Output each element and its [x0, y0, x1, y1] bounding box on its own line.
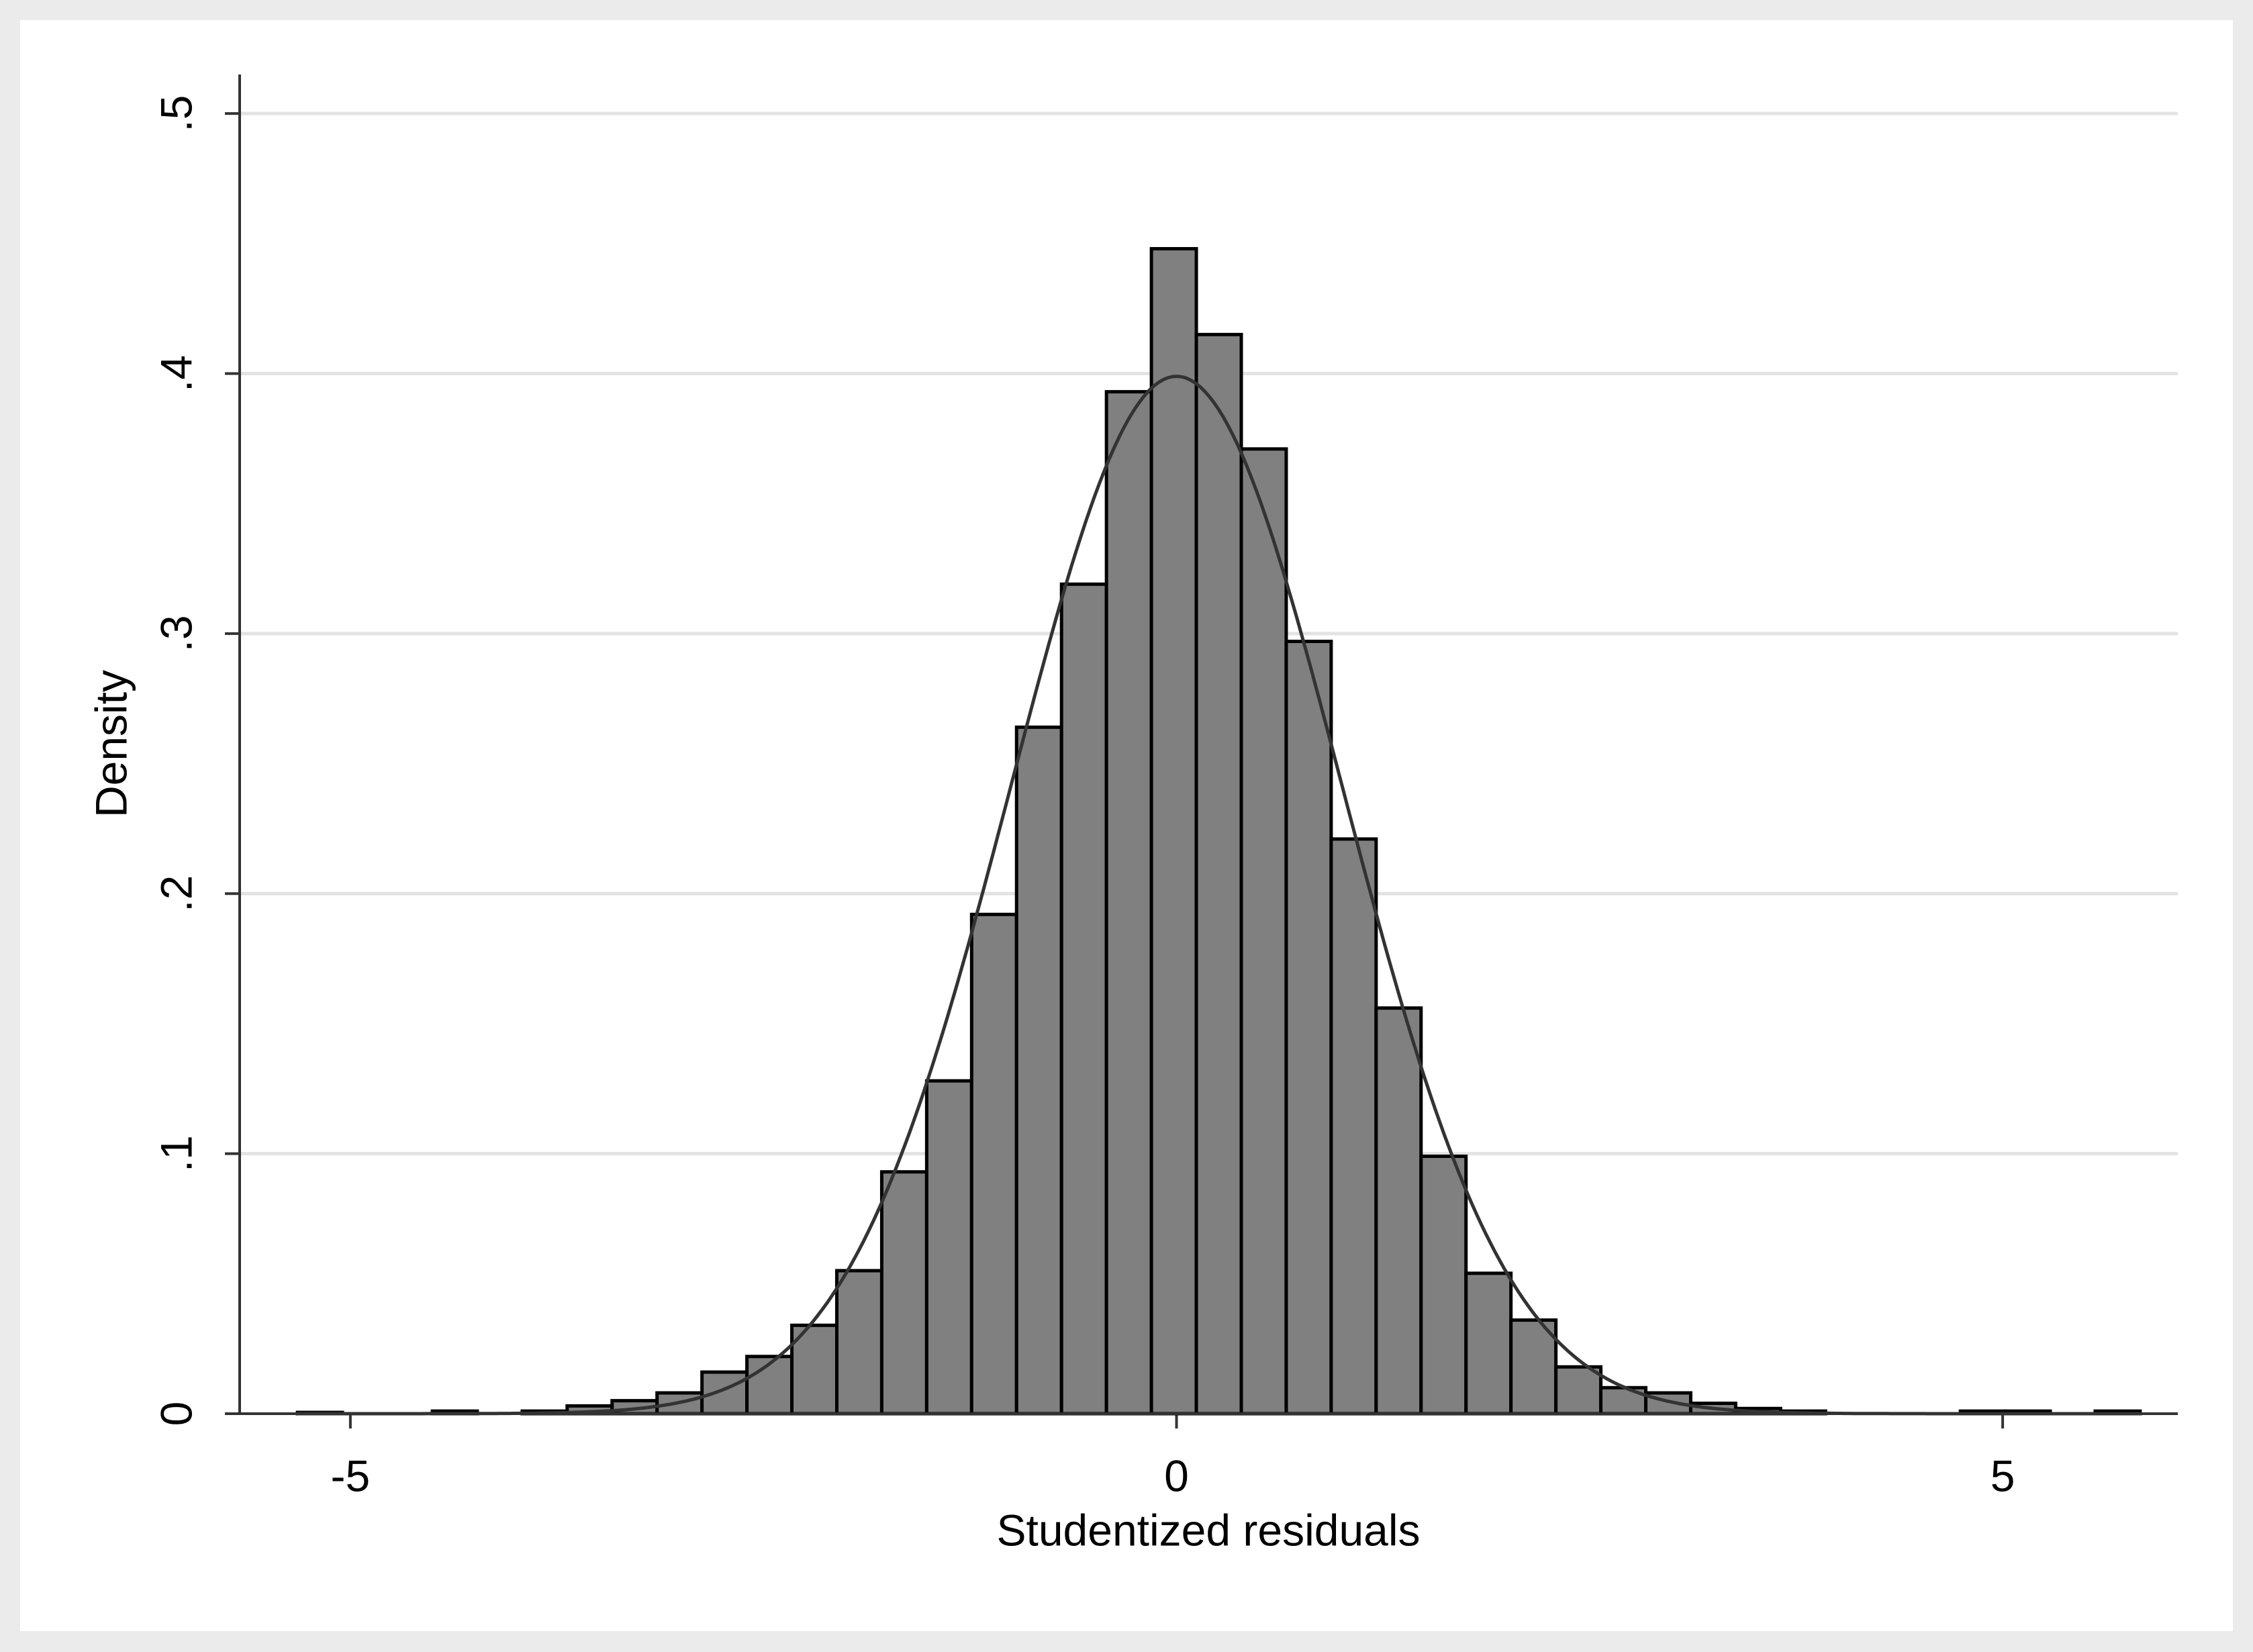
- y-axis-title: Density: [86, 670, 136, 818]
- x-tick-label: 0: [1164, 1451, 1189, 1500]
- y-tick-label: .2: [151, 875, 201, 912]
- bar: [1104, 390, 1153, 1416]
- bar: [969, 912, 1018, 1416]
- bar: [1284, 639, 1333, 1416]
- x-axis-title: Studentized residuals: [996, 1505, 1420, 1555]
- bar: [700, 1370, 749, 1416]
- x-tick-label: 5: [1991, 1451, 2015, 1500]
- bar: [1149, 247, 1198, 1416]
- bar: [1329, 837, 1378, 1416]
- y-tick-label: .1: [151, 1135, 201, 1172]
- bar: [1554, 1365, 1603, 1416]
- bar: [1194, 332, 1243, 1416]
- bar: [1374, 1006, 1423, 1416]
- y-tick-label: 0: [151, 1402, 201, 1426]
- bar: [1059, 582, 1108, 1416]
- y-tick-label: .5: [151, 95, 201, 132]
- bar: [1464, 1271, 1513, 1416]
- bar: [879, 1170, 928, 1416]
- x-tick-label: -5: [331, 1451, 371, 1500]
- bar: [1014, 725, 1063, 1416]
- bar: [834, 1269, 883, 1416]
- bar: [1239, 447, 1288, 1416]
- y-tick-label: .3: [151, 615, 201, 652]
- y-tick-label: .4: [151, 355, 201, 392]
- bar: [924, 1079, 973, 1416]
- bar: [1419, 1154, 1468, 1416]
- bar: [745, 1355, 794, 1416]
